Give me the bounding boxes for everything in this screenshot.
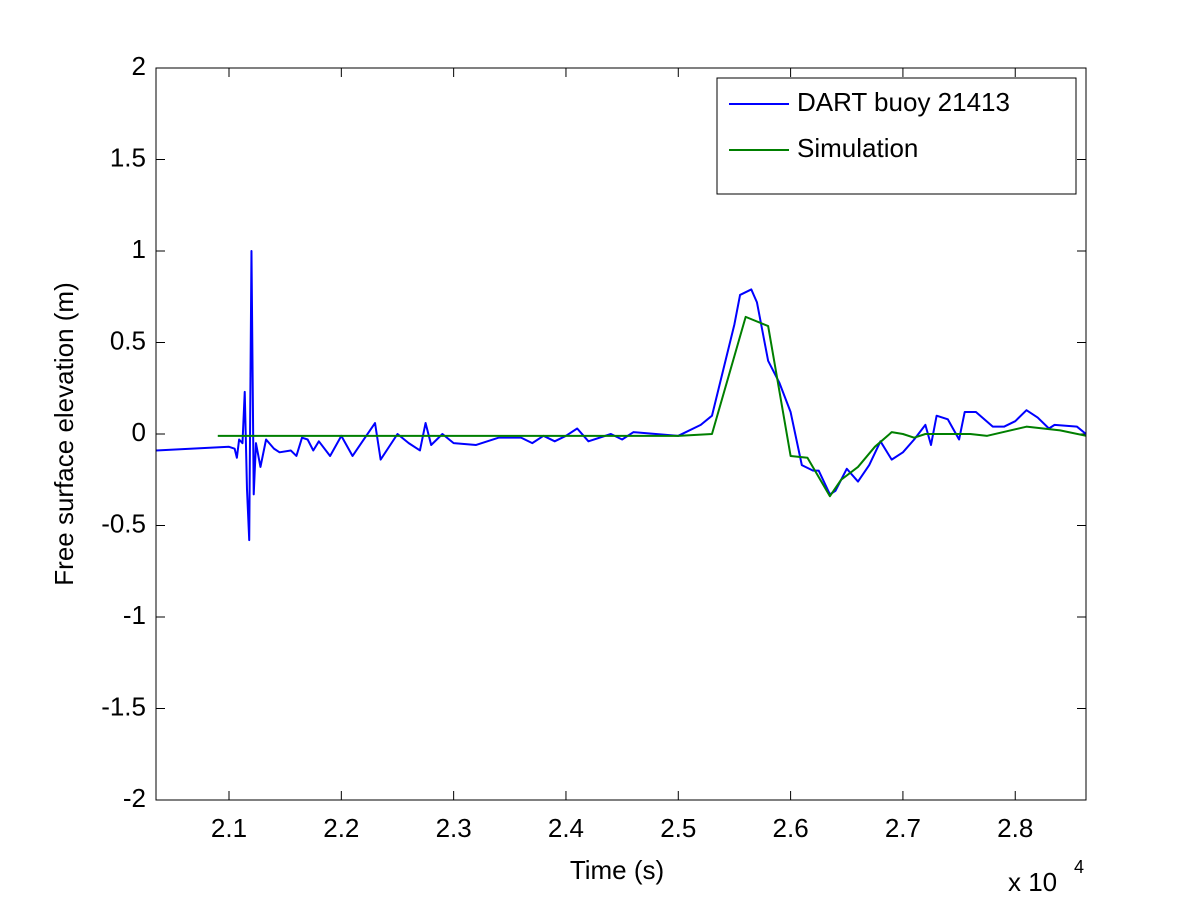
- legend-box: [716, 77, 1077, 195]
- x-tick-label: 2.6: [773, 813, 809, 843]
- x-tick-label: 2.8: [997, 813, 1033, 843]
- x-tick-label: 2.5: [660, 813, 696, 843]
- legend-label: DART buoy 21413: [797, 87, 1010, 117]
- x-tick-label: 2.1: [211, 813, 247, 843]
- y-tick-label: 2: [132, 51, 146, 81]
- x-axis-label: Time (s): [570, 855, 664, 885]
- y-tick-label: 1.5: [110, 142, 146, 172]
- y-tick-label: -0.5: [101, 508, 146, 538]
- x-multiplier: x 10: [1008, 867, 1057, 897]
- legend-label: Simulation: [797, 133, 918, 163]
- y-tick-label: -1.5: [101, 691, 146, 721]
- y-tick-label: 1: [132, 234, 146, 264]
- y-tick-label: 0.5: [110, 325, 146, 355]
- x-tick-label: 2.4: [548, 813, 584, 843]
- axes-box: [155, 67, 1087, 801]
- x-tick-label: 2.3: [436, 813, 472, 843]
- x-multiplier-power: 4: [1074, 857, 1084, 877]
- x-tick-label: 2.7: [885, 813, 921, 843]
- series-line: [156, 250, 1086, 542]
- x-tick-label: 2.2: [323, 813, 359, 843]
- y-tick-label: 0: [132, 417, 146, 447]
- y-tick-label: -1: [123, 600, 146, 630]
- y-axis-label: Free surface elevation (m): [49, 282, 79, 585]
- series-line: [217, 315, 1086, 498]
- y-tick-label: -2: [123, 783, 146, 813]
